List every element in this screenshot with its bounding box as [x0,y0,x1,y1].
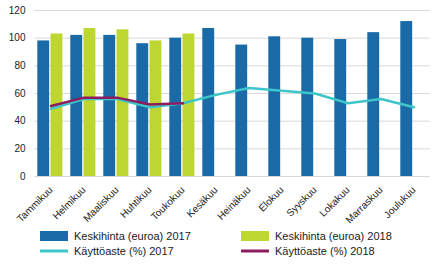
html-text:Keskihinta (euroa) 2017: Keskihinta (euroa) 2017 [74,230,191,242]
svg-text:80: 80 [14,60,26,71]
svg-text:Joulukuu: Joulukuu [382,184,418,220]
svg-text:0: 0 [20,171,26,182]
svg-text:Kesäkuu: Kesäkuu [184,184,220,220]
html-text:Käyttöaste (%) 2018: Käyttöaste (%) 2018 [275,245,375,257]
svg-text:Lokakuu: Lokakuu [317,184,352,219]
html-text:Keskihinta (euroa) 2018: Keskihinta (euroa) 2018 [275,230,392,242]
svg-text:Huhtikuu: Huhtikuu [118,184,154,220]
svg-text:Syyskuu: Syyskuu [284,184,319,219]
svg-text:60: 60 [14,88,26,99]
svg-text:100: 100 [9,32,26,43]
html-text:Käyttöaste (%) 2017: Käyttöaste (%) 2017 [74,245,174,257]
svg-text:20: 20 [14,143,26,154]
svg-text:40: 40 [14,115,26,126]
svg-text:Elokuu: Elokuu [256,184,285,213]
svg-text:Maaliskuu: Maaliskuu [81,184,121,224]
svg-text:120: 120 [9,5,26,16]
svg-text:Tammikuu: Tammikuu [15,184,55,224]
svg-text:Marraskuu: Marraskuu [343,184,384,225]
svg-text:Helmikuu: Helmikuu [50,184,88,222]
svg-text:Toukokuu: Toukokuu [149,184,187,222]
svg-text:Heinäkuu: Heinäkuu [215,184,253,222]
